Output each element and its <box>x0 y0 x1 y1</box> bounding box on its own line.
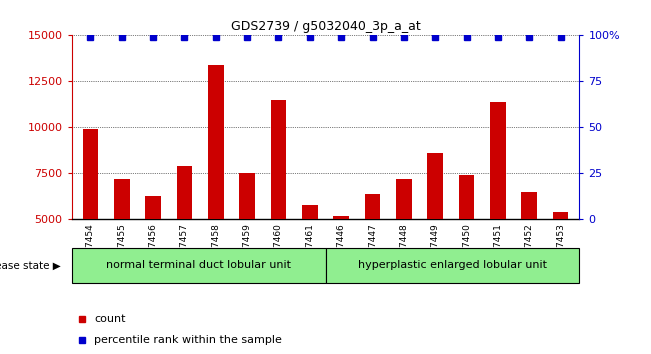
Text: GSM177459: GSM177459 <box>243 223 252 278</box>
Bar <box>176 166 192 219</box>
Bar <box>114 179 130 219</box>
Bar <box>521 192 537 219</box>
Text: GSM177453: GSM177453 <box>556 223 565 278</box>
Text: GSM177455: GSM177455 <box>117 223 126 278</box>
Bar <box>490 102 506 219</box>
Bar <box>459 175 475 219</box>
Bar <box>72 248 326 283</box>
Bar <box>271 100 286 219</box>
Bar <box>333 216 349 219</box>
Bar <box>83 129 98 219</box>
Text: GSM177447: GSM177447 <box>368 223 377 278</box>
Bar <box>302 205 318 219</box>
Text: GSM177454: GSM177454 <box>86 223 95 278</box>
Text: GSM177460: GSM177460 <box>274 223 283 278</box>
Text: GSM177448: GSM177448 <box>399 223 408 278</box>
Text: GSM177461: GSM177461 <box>305 223 314 278</box>
Bar <box>427 153 443 219</box>
Bar <box>240 173 255 219</box>
Text: count: count <box>94 314 126 324</box>
Text: hyperplastic enlarged lobular unit: hyperplastic enlarged lobular unit <box>358 261 547 270</box>
Text: GSM177450: GSM177450 <box>462 223 471 278</box>
Bar <box>396 179 411 219</box>
Text: GSM177458: GSM177458 <box>212 223 220 278</box>
Text: GSM177457: GSM177457 <box>180 223 189 278</box>
Text: percentile rank within the sample: percentile rank within the sample <box>94 335 283 345</box>
Text: GSM177451: GSM177451 <box>493 223 503 278</box>
Title: GDS2739 / g5032040_3p_a_at: GDS2739 / g5032040_3p_a_at <box>230 20 421 33</box>
Text: GSM177446: GSM177446 <box>337 223 346 278</box>
Text: normal terminal duct lobular unit: normal terminal duct lobular unit <box>106 261 291 270</box>
Bar <box>326 248 579 283</box>
Text: GSM177449: GSM177449 <box>431 223 439 278</box>
Bar <box>145 195 161 219</box>
Bar <box>208 65 224 219</box>
Text: GSM177452: GSM177452 <box>525 223 534 278</box>
Text: disease state ▶: disease state ▶ <box>0 261 61 270</box>
Bar <box>553 212 568 219</box>
Bar <box>365 194 380 219</box>
Text: GSM177456: GSM177456 <box>148 223 158 278</box>
